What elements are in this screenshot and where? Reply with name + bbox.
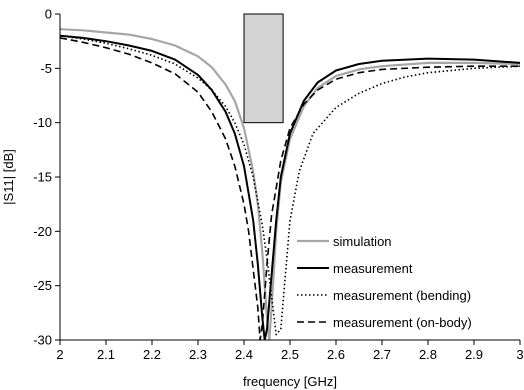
x-tick-label: 2.3 [189,347,207,362]
x-tick-label: 2.8 [419,347,437,362]
x-tick-label: 2.9 [465,347,483,362]
series-line-2 [60,34,520,340]
y-axis-title: |S11| [dB] [1,149,16,205]
frequency-band-layer [243,13,284,124]
y-tick-label: -30 [33,333,52,348]
x-tick-label: 2.1 [97,347,115,362]
series-lines-layer [60,28,520,340]
legend-label-2: measurement [333,261,413,276]
y-ticks-layer: 0 -5 -10 -15 -20 -25 -30 [33,7,60,348]
x-tick-label: 2.6 [327,347,345,362]
legend-label-1: simulation [333,234,392,249]
y-tick-label: -10 [33,115,52,130]
x-tick-label: 3 [516,347,523,362]
legend: simulation measurement measurement (bendin… [297,234,472,330]
x-tick-label: 2 [56,347,63,362]
x-tick-label: 2.4 [235,347,253,362]
x-tick-label: 2.2 [143,347,161,362]
y-tick-label: -25 [33,278,52,293]
x-tick-label: 2.7 [373,347,391,362]
legend-label-3: measurement (bending) [333,288,471,303]
y-tick-label: 0 [45,7,52,22]
frequency-band-marker [243,13,284,124]
y-tick-label: -20 [33,224,52,239]
x-tick-label: 2.5 [281,347,299,362]
legend-label-4: measurement (on-body) [333,315,472,330]
y-tick-label: -15 [33,170,52,185]
y-tick-label: -5 [40,61,52,76]
x-ticks-layer: 2 2.1 2.2 2.3 2.4 2.5 2.6 2.7 2.8 2.9 3 [56,340,524,362]
x-axis-title: frequency [GHz] [243,374,337,389]
series-line-4 [60,37,520,340]
